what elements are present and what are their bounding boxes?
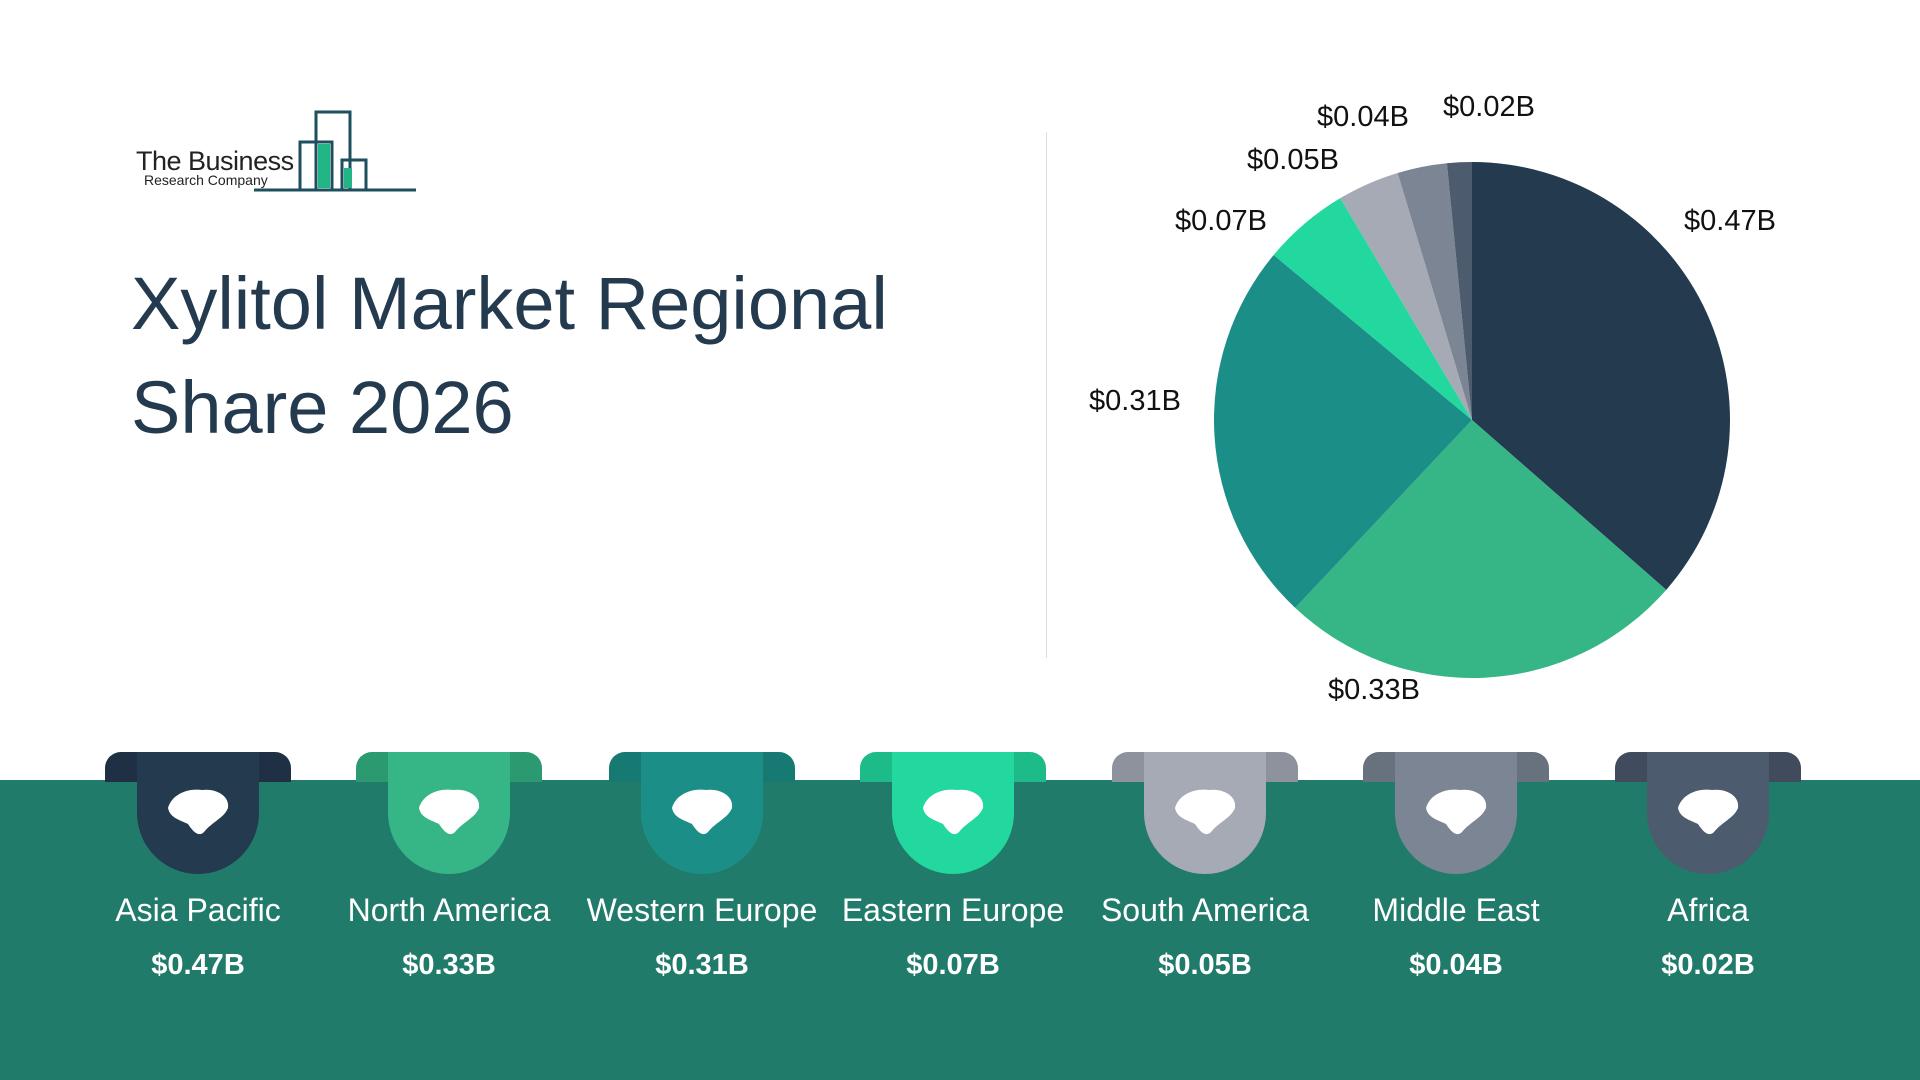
pie-label: $0.04B (1317, 101, 1409, 133)
south-america-map-icon (1175, 789, 1236, 835)
pie-slice-north-america (1295, 420, 1667, 678)
tab-badge (1647, 752, 1769, 874)
region-tab-asia-pacific (105, 752, 291, 878)
africa-map-icon (1678, 789, 1739, 835)
pie-label: $0.05B (1247, 144, 1339, 176)
eastern-europe-map-icon (923, 789, 984, 835)
divider (1046, 132, 1047, 658)
region-name: Western Europe (586, 892, 818, 928)
pie-label: $0.33B (1328, 674, 1420, 706)
pie-slice-western-europe (1214, 254, 1472, 608)
company-logo: The Business Research Company (134, 108, 424, 198)
region-name: Eastern Europe (841, 892, 1065, 928)
tab-badge (892, 752, 1014, 874)
pie-label: $0.02B (1443, 91, 1535, 123)
region-value: $0.02B (1661, 949, 1755, 981)
region-value: $0.47B (151, 949, 245, 981)
region-value: $0.33B (402, 949, 496, 981)
region-value: $0.04B (1409, 949, 1503, 981)
pie-slice-south-america (1340, 172, 1472, 420)
region-tab-eastern-europe (860, 752, 1046, 878)
page-title: Xylitol Market Regional Share 2026 (131, 262, 888, 449)
region-name: Middle East (1372, 892, 1540, 928)
region-name: South America (1100, 892, 1310, 928)
region-tab-north-america (356, 752, 542, 878)
middle-east-map-icon (1426, 789, 1487, 835)
logo-subtext: Research Company (144, 172, 268, 188)
region-value: $0.05B (1158, 949, 1252, 981)
western-europe-map-icon (672, 789, 733, 835)
region-name: North America (347, 892, 551, 928)
region-name: Asia Pacific (115, 892, 281, 928)
pie-label: $0.07B (1175, 205, 1267, 237)
tab-badge (137, 752, 259, 874)
tab-badge (1144, 752, 1266, 874)
pie-slice-asia-pacific (1472, 162, 1730, 590)
pie-label: $0.31B (1089, 385, 1181, 417)
tab-badge (641, 752, 763, 874)
region-value: $0.31B (655, 949, 749, 981)
tab-badge (388, 752, 510, 874)
region-name: Africa (1667, 892, 1749, 928)
logo-buildings-icon (254, 110, 416, 192)
logo-text: The Business (136, 146, 294, 176)
region-value: $0.07B (906, 949, 1000, 981)
tab-badge (1395, 752, 1517, 874)
region-tab-africa (1615, 752, 1801, 878)
north-america-map-icon (419, 789, 480, 835)
pie-slice-middle-east (1397, 163, 1472, 420)
region-tab-middle-east (1363, 752, 1549, 878)
region-tab-western-europe (609, 752, 795, 878)
region-tab-south-america (1112, 752, 1298, 878)
pie-slice-eastern-europe (1273, 198, 1472, 420)
asia-pacific-map-icon (168, 789, 229, 835)
pie-label: $0.47B (1684, 205, 1776, 237)
pie-slice-africa (1446, 162, 1472, 420)
pie-chart: $0.47B $0.33B $0.31B $0.07B $0.05B $0.04B $0.0… (1089, 91, 1776, 706)
